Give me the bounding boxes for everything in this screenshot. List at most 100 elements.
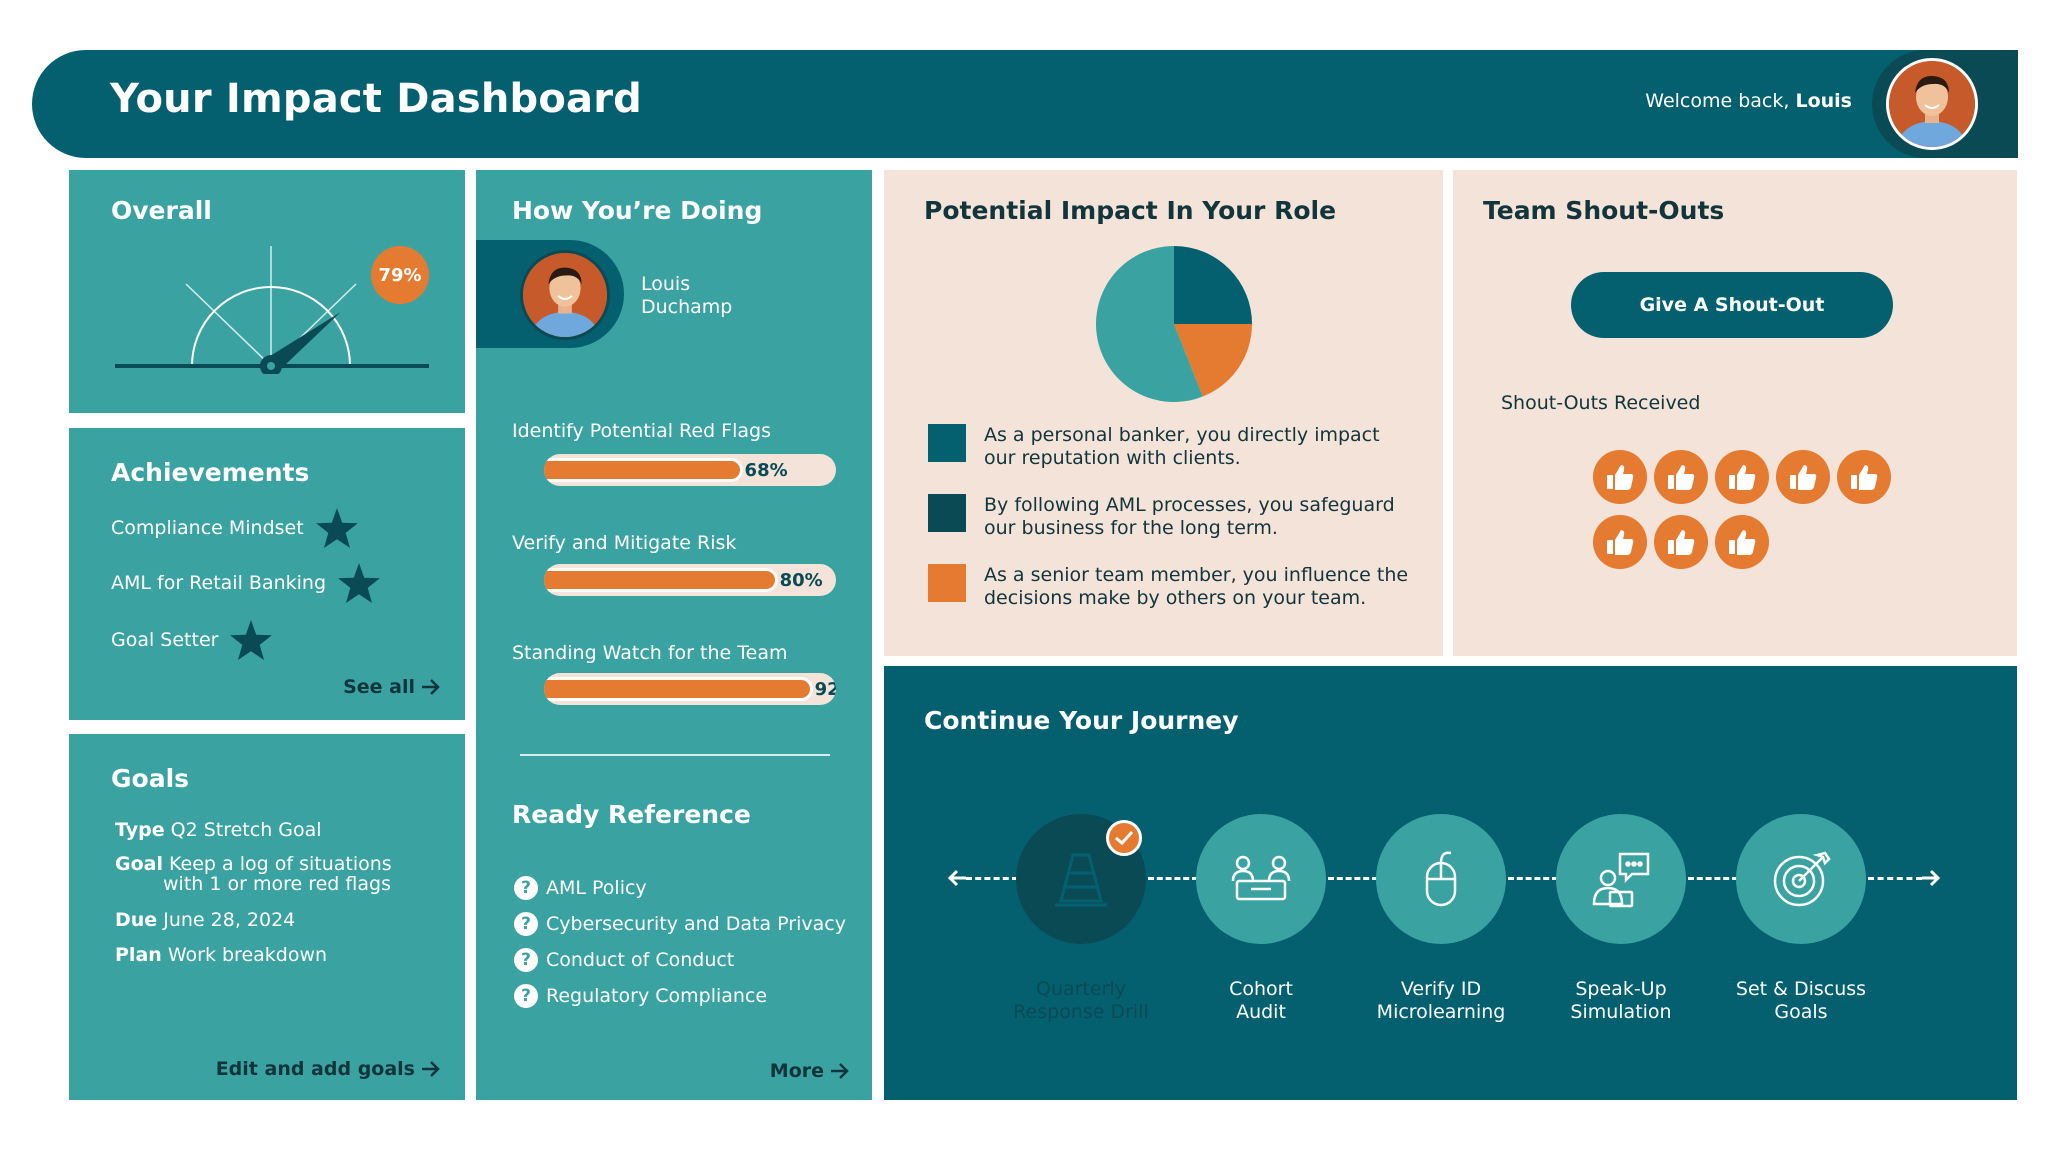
journey-step-label: Speak-Up Simulation: [1531, 978, 1711, 1024]
welcome-message: Welcome back, Louis: [1645, 90, 1852, 112]
journey-step-line: Microlearning: [1376, 1001, 1506, 1023]
journey-connector: [1328, 877, 1378, 880]
journey-step-label: Verify ID Microlearning: [1351, 978, 1531, 1024]
journey-step-verify-id[interactable]: [1376, 814, 1506, 944]
progress-bar-percent: 68%: [744, 459, 788, 481]
journey-connector: [1868, 877, 1922, 880]
journey-step-cohort-audit[interactable]: [1196, 814, 1326, 944]
goal-key: Goal: [115, 853, 163, 875]
page-title: Your Impact Dashboard: [110, 76, 642, 122]
journey-step-label: Quarterly Response Drill: [991, 978, 1171, 1024]
mouse-icon: [1425, 851, 1457, 907]
profile-avatar-container[interactable]: [1872, 50, 2018, 158]
arrow-right-icon: [422, 679, 440, 695]
impact-pie-chart: [1096, 246, 1252, 402]
progress-title: How You’re Doing: [512, 196, 763, 225]
reference-label: Conduct of Conduct: [546, 949, 735, 971]
legend-swatch: [928, 424, 966, 462]
star-icon: [230, 620, 273, 660]
help-icon: ?: [514, 876, 538, 900]
journey-step-line: Goals: [1774, 1001, 1828, 1023]
pie-slice: [1174, 324, 1252, 397]
goal-type: Type Q2 Stretch Goal: [115, 820, 322, 840]
achievement-item[interactable]: AML for Retail Banking: [111, 563, 380, 603]
legend-swatch: [928, 564, 966, 602]
journey-step-label: Cohort Audit: [1171, 978, 1351, 1024]
arrow-right-icon: [831, 1063, 849, 1079]
progress-bar: 80%: [544, 564, 836, 596]
thumbs-up-icon: [1837, 450, 1891, 504]
reference-label: AML Policy: [546, 877, 647, 899]
achievement-item[interactable]: Compliance Mindset: [111, 508, 358, 548]
shoutouts-panel: Team Shout-Outs Give A Shout-Out Shout-O…: [1453, 170, 2017, 656]
see-all-achievements-link[interactable]: See all: [343, 676, 441, 698]
goal-due-key: Due: [115, 909, 158, 931]
legend-line: As a senior team member, you influence t…: [984, 564, 1409, 586]
gauge-needle: [260, 312, 341, 374]
journey-step-line: Response Drill: [1013, 1001, 1149, 1023]
avatar[interactable]: [520, 250, 610, 340]
journey-connector: [1508, 877, 1558, 880]
journey-step-line: Audit: [1236, 1001, 1286, 1023]
impact-legend-item: By following AML processes, you safeguar…: [928, 494, 1414, 540]
progress-bar-percent: 80%: [779, 569, 823, 591]
achievement-label: Compliance Mindset: [111, 517, 304, 539]
shoutouts-title: Team Shout-Outs: [1483, 196, 1725, 225]
meeting-table-icon: [1231, 855, 1291, 901]
star-icon: [315, 508, 358, 548]
journey-title: Continue Your Journey: [924, 706, 1239, 735]
target-icon: [1773, 851, 1831, 907]
reference-link-cybersecurity[interactable]: ? Cybersecurity and Data Privacy: [514, 912, 846, 936]
arrow-right-icon: [422, 1061, 440, 1077]
help-icon: ?: [514, 984, 538, 1008]
legend-text: By following AML processes, you safeguar…: [984, 494, 1414, 540]
achievements-panel: Achievements Compliance Mindset AML for …: [69, 428, 465, 720]
impact-panel: Potential Impact In Your Role As a perso…: [884, 170, 1443, 656]
journey-step-speak-up[interactable]: [1556, 814, 1686, 944]
user-portrait-icon: [523, 253, 607, 337]
legend-line: our reputation with clients.: [984, 447, 1241, 469]
goal-plan-value: Work breakdown: [167, 944, 328, 966]
journey-step-line: Speak-Up: [1575, 978, 1667, 1000]
impact-title: Potential Impact In Your Role: [924, 196, 1337, 225]
progress-bar-label: Verify and Mitigate Risk: [512, 532, 737, 554]
overall-score-badge: 79%: [371, 246, 429, 304]
help-icon: ?: [514, 912, 538, 936]
user-first-name: Louis: [1795, 90, 1852, 112]
impact-legend-item: As a personal banker, you directly impac…: [928, 424, 1414, 470]
reference-link-aml-policy[interactable]: ? AML Policy: [514, 876, 647, 900]
journey-connector: [1688, 877, 1738, 880]
reference-label: Cybersecurity and Data Privacy: [546, 913, 846, 935]
shoutouts-received-label: Shout-Outs Received: [1501, 392, 1701, 414]
help-icon: ?: [514, 948, 538, 972]
achievement-item[interactable]: Goal Setter: [111, 620, 273, 660]
journey-step-label: Set & Discuss Goals: [1711, 978, 1891, 1024]
journey-step-line: Quarterly: [1036, 978, 1126, 1000]
reference-link-regulatory[interactable]: ? Regulatory Compliance: [514, 984, 767, 1008]
person-name: Louis Duchamp: [641, 273, 732, 319]
reference-link-conduct[interactable]: ? Conduct of Conduct: [514, 948, 734, 972]
legend-line: our business for the long term.: [984, 517, 1278, 539]
more-reference-link[interactable]: More: [770, 1060, 850, 1082]
journey-connector: [1148, 877, 1198, 880]
goals-title: Goals: [111, 764, 190, 793]
progress-bar-fill: [544, 677, 813, 701]
legend-text: As a personal banker, you directly impac…: [984, 424, 1414, 470]
gauge-needle-shape: [265, 312, 341, 374]
person-first-name: Louis: [641, 273, 691, 295]
progress-panel: How You’re Doing Louis Duchamp Identify …: [476, 170, 872, 1100]
edit-goals-link[interactable]: Edit and add goals: [216, 1058, 441, 1080]
journey-step-line: Simulation: [1570, 1001, 1672, 1023]
give-shout-out-button[interactable]: Give A Shout-Out: [1571, 272, 1893, 338]
reference-label: Regulatory Compliance: [546, 985, 768, 1007]
journey-connector: [966, 877, 1018, 880]
legend-line: decisions make by others on your team.: [984, 587, 1367, 609]
goal-plan: Plan Work breakdown: [115, 945, 327, 965]
completed-check-badge: [1106, 820, 1142, 856]
overall-title: Overall: [111, 196, 212, 225]
user-portrait-icon: [1889, 61, 1975, 147]
progress-bar: 92%: [544, 673, 836, 705]
journey-step-set-discuss-goals[interactable]: [1736, 814, 1866, 944]
progress-bar: 68%: [544, 454, 836, 486]
avatar[interactable]: [1886, 58, 1978, 150]
